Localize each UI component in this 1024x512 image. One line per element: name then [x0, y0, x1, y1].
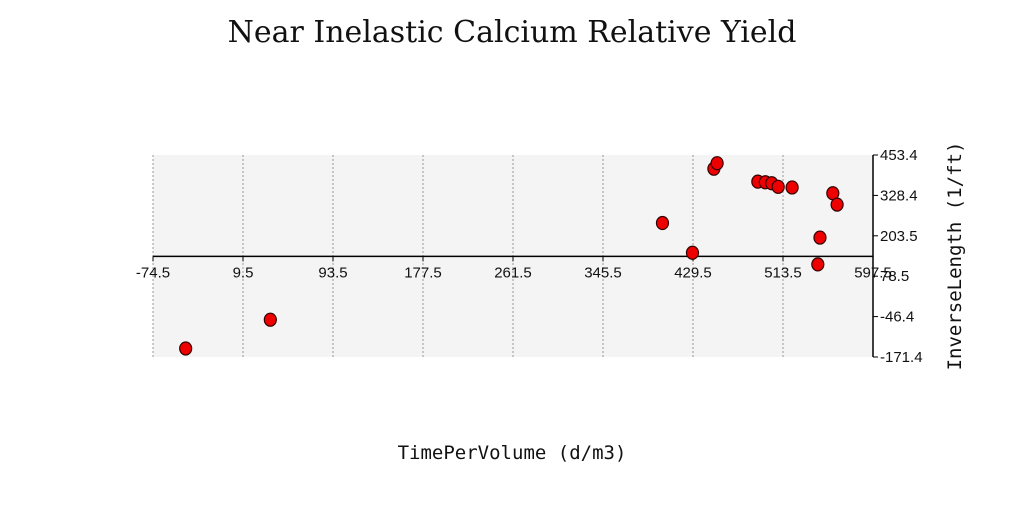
data-point: [830, 197, 844, 212]
y-tick-label: -46.4: [880, 309, 914, 326]
x-tick-label: 177.5: [404, 264, 442, 281]
data-point: [811, 257, 825, 272]
data-point: [813, 230, 827, 245]
y-tick-label: 203.5: [880, 228, 918, 245]
x-tick-label: 9.5: [233, 264, 254, 281]
axes: [152, 154, 878, 358]
x-axis-label: TimePerVolume (d/m3): [398, 442, 627, 464]
x-tick-label: 345.5: [584, 264, 622, 281]
x-tick-label: 429.5: [674, 264, 712, 281]
x-tick-labels: -74.5 9.5 93.5 177.5 261.5 345.5 429.5 513.5 597…: [136, 264, 892, 281]
x-tick-label: -74.5: [136, 264, 170, 281]
y-tick-label: 453.4: [880, 147, 918, 164]
x-tick-label: 597.5: [854, 264, 892, 281]
x-tick-label: 93.5: [318, 264, 347, 281]
data-point: [263, 312, 277, 327]
x-tick-label: 513.5: [764, 264, 802, 281]
y-tick-label: 78.5: [880, 268, 909, 285]
data-point: [685, 245, 700, 260]
data-point: [710, 156, 724, 171]
y-tick-labels: 453.4 328.4 203.5 78.5 -46.4 -171.4: [880, 147, 923, 366]
y-axis-label: InverseLength (1/ft): [944, 142, 966, 371]
data-point: [785, 180, 799, 195]
y-tick-label: -171.4: [880, 349, 923, 366]
x-tick-label: 261.5: [494, 264, 532, 281]
y-tick-label: 328.4: [880, 187, 918, 204]
data-point: [771, 179, 785, 194]
data-point: [179, 341, 193, 356]
data-point: [655, 215, 670, 231]
chart-title: Near Inelastic Calcium Relative Yield: [228, 15, 797, 50]
data-points: [179, 156, 844, 356]
